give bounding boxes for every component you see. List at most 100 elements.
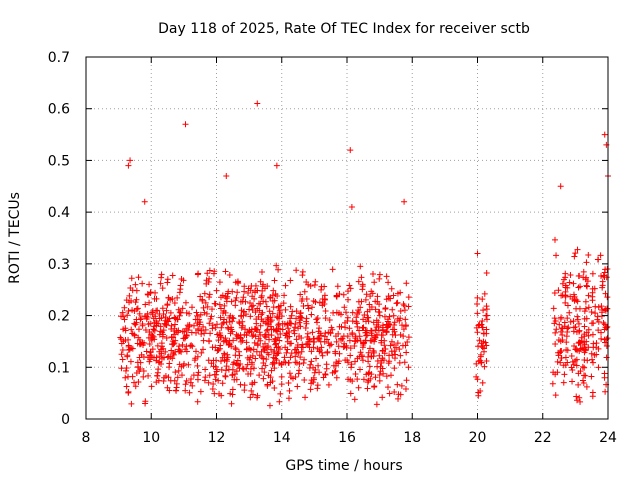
data-point (564, 359, 571, 366)
data-point (592, 303, 599, 310)
data-point (602, 339, 609, 346)
data-point (580, 274, 587, 281)
data-point (247, 299, 254, 306)
data-point (141, 340, 148, 347)
data-point (223, 363, 230, 370)
data-point (275, 344, 282, 351)
data-point (372, 306, 379, 313)
data-point (557, 328, 564, 335)
data-point (383, 373, 390, 380)
data-point (292, 359, 299, 366)
data-point (567, 272, 574, 279)
data-point (382, 305, 389, 312)
data-point (214, 321, 221, 328)
data-point (582, 372, 589, 379)
data-point (376, 301, 383, 308)
data-point (348, 203, 355, 210)
data-point (287, 303, 294, 310)
data-point (376, 309, 383, 316)
data-point (194, 376, 201, 383)
data-point (287, 315, 294, 322)
data-point (480, 307, 487, 314)
data-point (564, 315, 571, 322)
data-point (223, 319, 230, 326)
data-point (394, 340, 401, 347)
data-point (298, 315, 305, 322)
data-point (383, 273, 390, 280)
data-point (215, 377, 222, 384)
data-point (308, 348, 315, 355)
data-point (233, 368, 240, 375)
x-tick-label: 10 (142, 430, 160, 446)
data-point (270, 304, 277, 311)
data-point (125, 307, 132, 314)
data-point (570, 361, 577, 368)
data-point (129, 330, 136, 337)
data-point (257, 331, 264, 338)
data-point (117, 334, 124, 341)
data-point (246, 345, 253, 352)
data-point (376, 372, 383, 379)
data-point (254, 340, 261, 347)
data-point (306, 336, 313, 343)
data-point (401, 307, 408, 314)
data-point (584, 278, 591, 285)
data-point (582, 346, 589, 353)
data-point (142, 327, 149, 334)
data-point (392, 351, 399, 358)
data-point (264, 283, 271, 290)
data-point (592, 310, 599, 317)
data-point (342, 324, 349, 331)
data-point (265, 320, 272, 327)
data-point (483, 269, 490, 276)
data-point (207, 315, 214, 322)
data-point (217, 294, 224, 301)
data-point (232, 297, 239, 304)
data-point (589, 356, 596, 363)
data-point (197, 293, 204, 300)
data-point (293, 267, 300, 274)
data-point (135, 326, 142, 333)
data-point (182, 381, 189, 388)
data-point (299, 268, 306, 275)
data-point (254, 287, 261, 294)
data-point (588, 373, 595, 380)
data-point (590, 320, 597, 327)
data-point (142, 398, 149, 405)
data-point (290, 327, 297, 334)
data-point (238, 307, 245, 314)
data-point (576, 339, 583, 346)
data-point (217, 342, 224, 349)
data-point (581, 357, 588, 364)
data-point (365, 314, 372, 321)
data-point (146, 299, 153, 306)
data-point (475, 343, 482, 350)
data-point (356, 366, 363, 373)
data-point (569, 367, 576, 374)
data-point (313, 316, 320, 323)
data-point (352, 371, 359, 378)
data-point (241, 283, 248, 290)
data-point (271, 338, 278, 345)
data-point (483, 312, 490, 319)
data-point (296, 367, 303, 374)
data-point (132, 281, 139, 288)
data-point (151, 336, 158, 343)
data-point (551, 236, 558, 243)
data-point (221, 350, 228, 357)
data-point (266, 402, 273, 409)
data-point (483, 342, 490, 349)
data-point (394, 290, 401, 297)
data-point (576, 327, 583, 334)
data-point (482, 339, 489, 346)
data-point (573, 393, 580, 400)
data-point (340, 291, 347, 298)
data-point (149, 346, 156, 353)
data-point (325, 381, 332, 388)
data-point (251, 379, 258, 386)
data-point (126, 292, 133, 299)
data-point (131, 307, 138, 314)
data-point (125, 389, 132, 396)
data-point (582, 298, 589, 305)
